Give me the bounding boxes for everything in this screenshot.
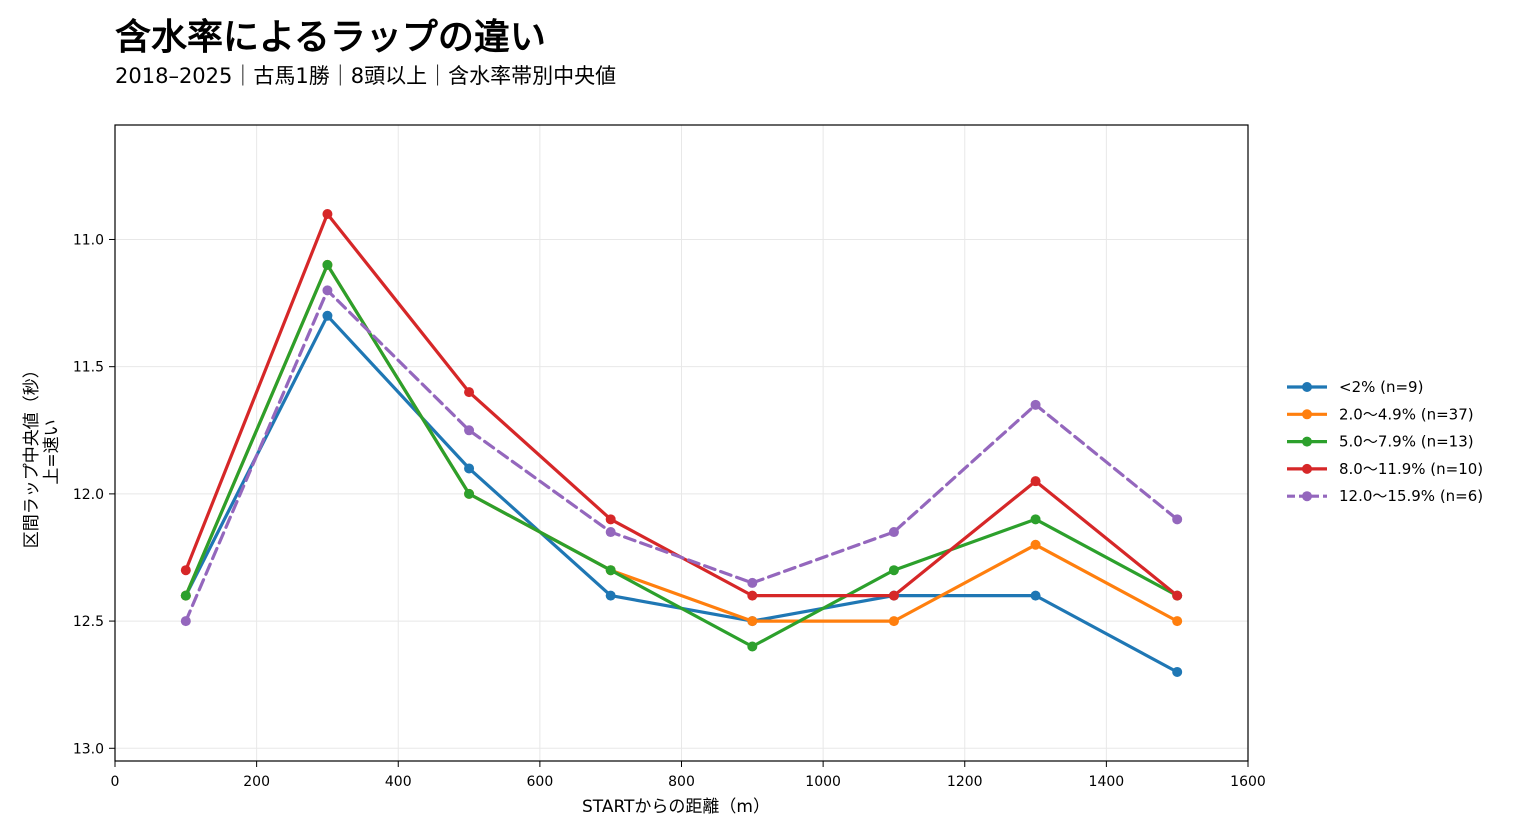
series-3 (180, 259, 1183, 652)
chart-title: 含水率によるラップの違い (115, 17, 546, 58)
x-axis-label: STARTからの距離（m） (582, 797, 770, 817)
data-point (888, 565, 899, 576)
legend: <2% (n=9) 2.0～4.9% (n=37) 5.0～7.9% (n=13) 8… (1287, 378, 1483, 505)
data-point (1172, 616, 1183, 627)
data-point (605, 590, 616, 601)
x-tick-label: 800 (668, 774, 695, 790)
legend-swatch-marker (1302, 491, 1312, 502)
data-point (888, 590, 899, 601)
x-tick-label: 400 (385, 774, 412, 790)
data-point (605, 514, 616, 525)
y-tick-label: 12.0 (73, 487, 104, 503)
data-point (322, 209, 333, 220)
data-point (605, 527, 616, 538)
legend-swatch-marker (1302, 463, 1312, 474)
grid (114, 125, 1249, 761)
x-tick-label: 600 (527, 774, 554, 790)
series-5 (180, 285, 1183, 627)
data-point (180, 616, 191, 627)
legend-label: <2% (n=9) (1339, 378, 1423, 396)
data-point (464, 463, 475, 474)
data-point (1030, 539, 1041, 550)
legend-item: 12.0～15.9% (n=6) (1287, 487, 1483, 505)
legend-label: 12.0～15.9% (n=6) (1339, 487, 1483, 505)
legend-item: 2.0～4.9% (n=37) (1287, 405, 1474, 423)
data-point (180, 565, 191, 576)
data-point (464, 387, 475, 398)
y-axis-label-line-2: 上=速い (42, 419, 62, 484)
series-line (184, 288, 1179, 623)
legend-item: <2% (n=9) (1287, 378, 1423, 396)
legend-item: 8.0～11.9% (n=10) (1287, 460, 1483, 478)
y-axis-label: 区間ラップ中央値（秒） 上=速い (22, 356, 62, 548)
x-tick-label: 200 (243, 774, 270, 790)
data-point (464, 488, 475, 499)
series-layer (180, 209, 1183, 677)
legend-item: 5.0～7.9% (n=13) (1287, 433, 1474, 451)
x-tick-label: 0 (111, 774, 120, 790)
legend-label: 2.0～4.9% (n=37) (1339, 405, 1474, 423)
data-point (747, 577, 758, 588)
data-point (747, 590, 758, 601)
data-point (180, 590, 191, 601)
data-point (1030, 514, 1041, 525)
data-point (1172, 514, 1183, 525)
data-point (1030, 590, 1041, 601)
legend-label: 8.0～11.9% (n=10) (1339, 460, 1483, 478)
y-tick-label: 12.5 (73, 614, 104, 630)
legend-label: 5.0～7.9% (n=13) (1339, 433, 1474, 451)
data-point (1172, 590, 1183, 601)
x-tick-label: 1400 (1089, 774, 1125, 790)
data-point (1030, 399, 1041, 410)
x-tick-label: 1600 (1230, 774, 1266, 790)
data-point (605, 565, 616, 576)
y-tick-label: 11.5 (73, 360, 104, 376)
y-axis: 11.0 11.5 12.0 12.5 13.0 (73, 232, 115, 757)
y-tick-label: 13.0 (73, 741, 104, 757)
series-line (184, 263, 1179, 649)
data-point (464, 425, 475, 436)
y-tick-label: 11.0 (73, 232, 104, 248)
chart-subtitle: 2018–2025｜古馬1勝｜8頭以上｜含水率帯別中央値 (115, 64, 617, 88)
data-point (322, 259, 333, 270)
data-point (888, 616, 899, 627)
x-tick-label: 1000 (805, 774, 841, 790)
legend-swatch-marker (1302, 382, 1312, 392)
data-point (1030, 476, 1041, 487)
data-point (747, 616, 758, 627)
data-point (888, 527, 899, 538)
y-axis-label-line-1: 区間ラップ中央値（秒） (22, 361, 42, 548)
x-axis: 0 200 400 600 800 1000 1200 1400 1600 (111, 761, 1266, 790)
data-point (1172, 666, 1183, 677)
data-point (322, 310, 333, 321)
data-point (322, 285, 333, 296)
legend-swatch-marker (1302, 409, 1312, 420)
legend-swatch-marker (1302, 436, 1312, 447)
data-point (747, 641, 758, 652)
x-tick-label: 1200 (947, 774, 983, 790)
